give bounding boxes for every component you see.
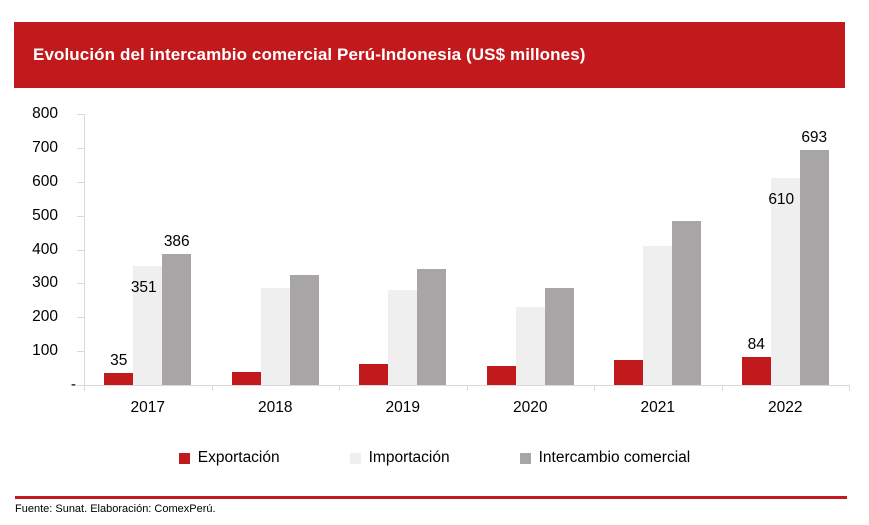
bar-importación-2020 <box>515 307 545 385</box>
bar-intercambio-comercial-2022 <box>799 150 829 385</box>
x-tick-mark <box>594 385 595 391</box>
bar-exportación-2020 <box>486 366 516 385</box>
bar-intercambio-comercial-2020 <box>544 288 574 385</box>
y-axis-tick-label: 600 <box>32 172 58 190</box>
x-tick-mark <box>339 385 340 391</box>
bar-importación-2019 <box>388 290 418 385</box>
y-axis-line <box>84 114 85 386</box>
footer-divider <box>15 496 847 499</box>
y-tick-mark <box>77 385 84 386</box>
legend-swatch-intercambio-comercial <box>519 452 531 464</box>
y-axis-tick-label: 800 <box>32 105 58 122</box>
bar-intercambio-comercial-2018 <box>289 275 319 385</box>
bar-exportación-2018 <box>231 372 261 385</box>
y-axis-tick-label: 500 <box>32 206 58 224</box>
y-axis-tick-label: 200 <box>32 308 58 326</box>
data-label-importación-2022: 610 <box>768 191 795 208</box>
data-label-exportación-2017: 35 <box>110 352 128 369</box>
x-tick-mark <box>849 385 850 391</box>
legend-item-intercambio-comercial: Intercambio comercial <box>519 449 691 467</box>
data-label-intercambio-comercial-2022: 693 <box>801 129 828 146</box>
bar-importación-2021 <box>643 246 673 385</box>
legend-swatch-importacion <box>349 452 361 464</box>
x-tick-mark <box>466 385 468 391</box>
legend-label-intercambio-comercial: Intercambio comercial <box>538 449 691 466</box>
y-axis-tick-label: 100 <box>32 342 58 360</box>
x-axis-label-2022: 2022 <box>768 399 803 416</box>
data-label-intercambio-comercial-2017: 386 <box>163 233 190 250</box>
x-tick-mark <box>721 385 723 391</box>
data-label-exportación-2022: 84 <box>747 336 765 353</box>
data-label-importación-2017: 351 <box>130 279 157 296</box>
chart-title-banner: Evolución del intercambio comercial Perú… <box>14 22 845 88</box>
bar-exportación-2021 <box>614 360 644 385</box>
y-axis-tick-label: - <box>70 376 76 393</box>
legend-item-importacion: Importación <box>349 449 450 467</box>
source-note: Fuente: Sunat. Elaboración: ComexPerú. <box>15 503 216 515</box>
y-tick-mark <box>77 351 84 353</box>
x-axis-label-2020: 2020 <box>513 399 548 416</box>
y-tick-mark <box>77 114 84 115</box>
legend-swatch-exportacion <box>178 452 190 464</box>
x-tick-mark <box>84 385 85 391</box>
x-axis-label-2018: 2018 <box>258 399 293 416</box>
y-tick-mark <box>77 215 84 217</box>
x-axis-label-2019: 2019 <box>385 399 420 416</box>
y-axis-tick-label: 700 <box>32 138 58 156</box>
chart-title: Evolución del intercambio comercial Perú… <box>33 45 586 64</box>
y-tick-mark <box>77 249 84 251</box>
legend-label-importacion: Importación <box>368 449 450 466</box>
chart-legend: Exportación Importación Intercambio come… <box>0 449 869 467</box>
bar-exportación-2017 <box>104 373 134 385</box>
y-axis-tick-label: 300 <box>32 274 58 292</box>
bar-exportación-2022 <box>741 357 771 385</box>
y-tick-mark <box>77 147 84 149</box>
x-tick-mark <box>211 385 213 391</box>
y-tick-mark <box>77 283 84 285</box>
bar-importación-2017 <box>133 266 163 385</box>
bar-intercambio-comercial-2017 <box>162 254 192 385</box>
y-tick-mark <box>77 181 84 183</box>
x-axis-label-2021: 2021 <box>640 399 675 416</box>
bar-intercambio-comercial-2021 <box>672 221 702 385</box>
y-tick-mark <box>77 317 84 319</box>
bar-exportación-2019 <box>359 364 389 385</box>
bar-importación-2018 <box>260 288 290 385</box>
legend-label-exportacion: Exportación <box>197 449 280 466</box>
bar-importación-2022 <box>770 178 800 385</box>
bar-intercambio-comercial-2019 <box>417 269 447 385</box>
y-axis-tick-label: 400 <box>32 240 58 258</box>
legend-item-exportacion: Exportación <box>178 449 280 467</box>
x-axis-label-2017: 2017 <box>130 399 165 416</box>
